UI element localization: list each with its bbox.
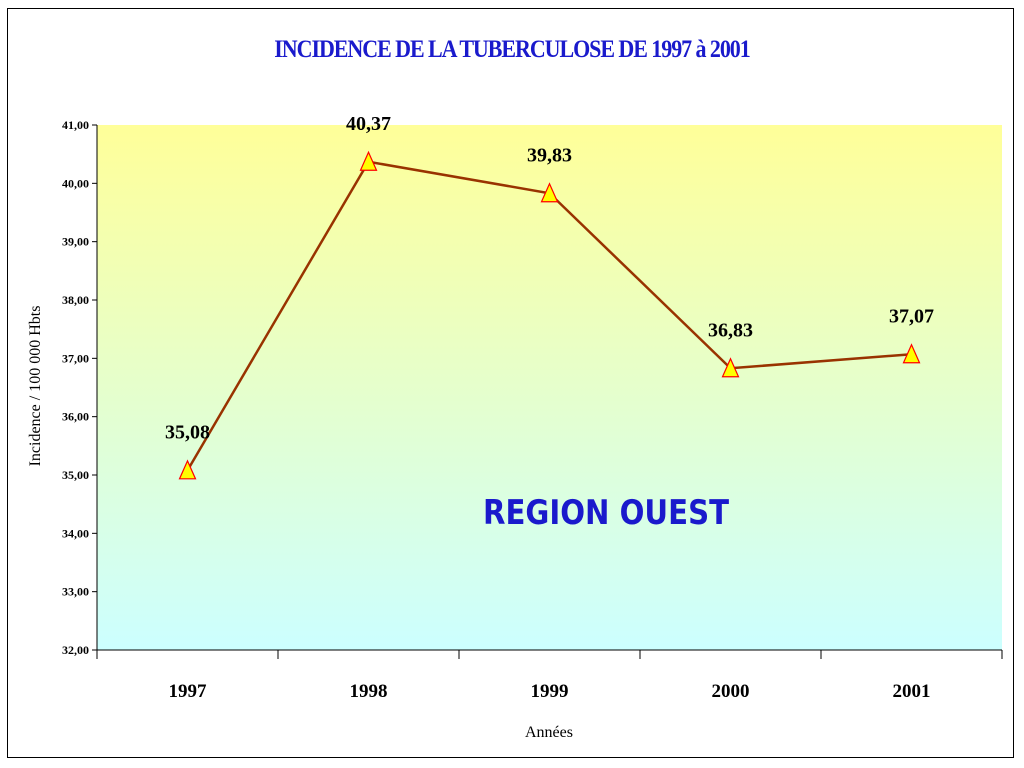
y-tick-label: 32,00 [62,643,89,657]
x-tick-label: 2000 [712,681,750,702]
x-tick-label: 1997 [169,681,208,702]
y-tick-label: 36,00 [62,410,89,424]
x-axis-ticks: 1997 1998 1999 2000 2001 [96,650,1003,702]
y-tick-label: 40,00 [62,176,89,190]
plot-area [97,125,1002,650]
data-point-marker [178,459,197,480]
y-axis-title: Incidence / 100 000 Hbts [27,306,44,467]
data-point-marker [359,150,378,171]
series-line-group [178,150,921,480]
y-tick-label: 37,00 [62,351,89,365]
chart-frame [7,8,1014,758]
y-tick-label: 34,00 [62,526,89,540]
x-axis-title: Années [525,724,573,741]
data-point-marker [540,182,559,203]
chart-title: INCIDENCE DE LA TUBERCULOSE DE 1997 à 20… [274,36,750,63]
data-value-label: 40,37 [346,113,391,135]
region-annotation: REGION OUEST [483,493,730,533]
x-tick-label: 1999 [531,681,569,702]
y-tick-label: 41,00 [62,118,89,132]
x-tick-label: 1998 [350,681,388,702]
data-value-label: 35,08 [165,421,210,443]
data-point-marker [902,343,921,364]
data-value-label: 39,83 [527,144,572,166]
x-tick-label: 2001 [893,681,931,702]
y-tick-label: 35,00 [62,468,89,482]
data-point-marker [721,357,740,378]
y-tick-label: 33,00 [62,585,89,599]
y-tick-label: 38,00 [62,293,89,307]
data-value-label: 37,07 [889,305,934,327]
axes [96,125,1002,651]
y-tick-label: 39,00 [62,235,89,249]
data-labels: 35,08 40,37 39,83 36,83 37,07 [165,113,934,444]
y-axis-ticks: 32,00 33,00 34,00 35,00 36,00 37,00 38,00 39,00… [62,118,97,657]
data-value-label: 36,83 [708,319,753,341]
